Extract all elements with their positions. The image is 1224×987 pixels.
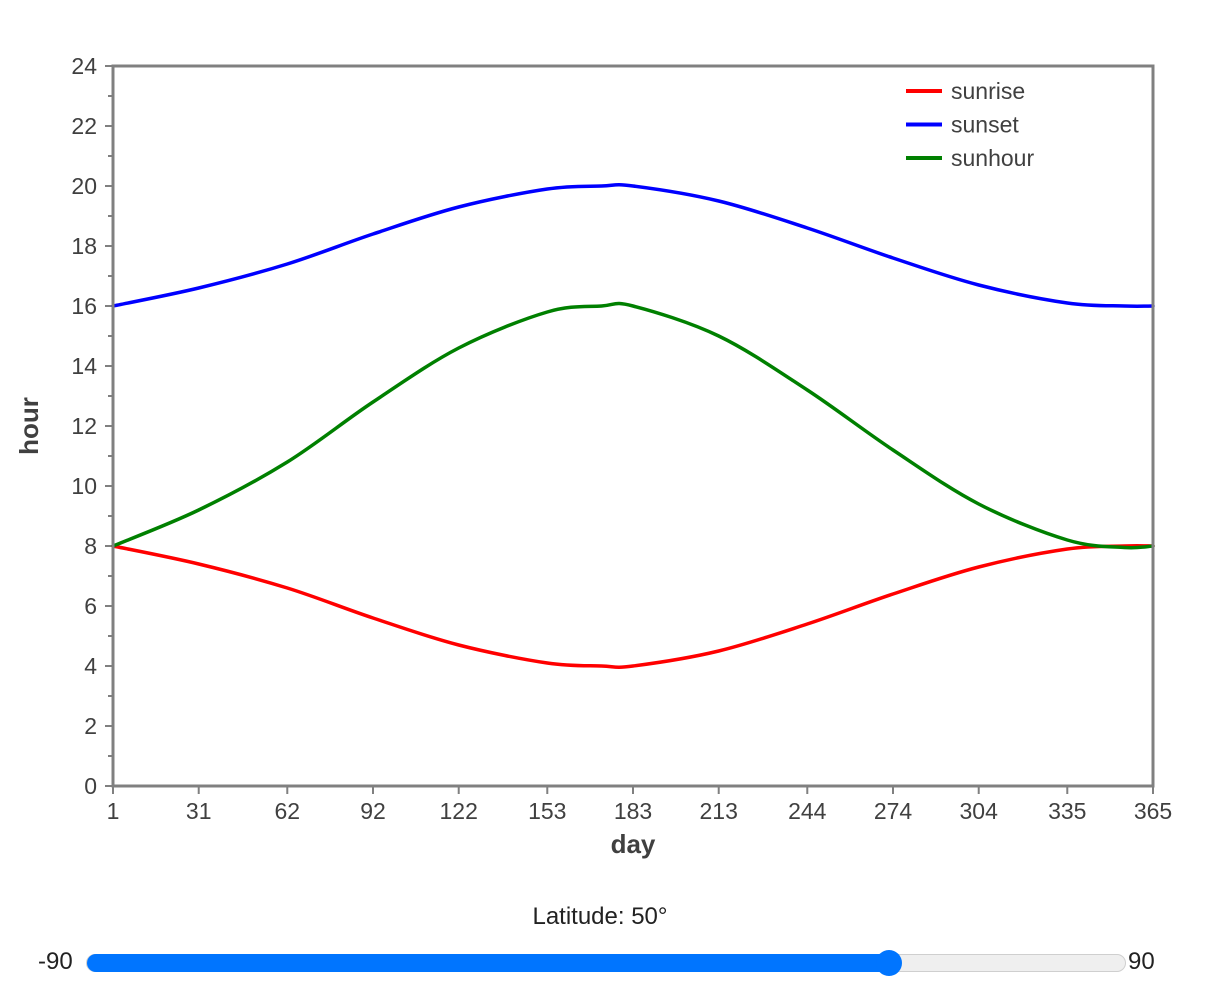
x-tick-label: 183 (614, 798, 652, 824)
latitude-label: Latitude: 50° (532, 903, 668, 930)
y-tick-label: 22 (71, 113, 97, 139)
y-tick-label: 14 (71, 353, 97, 379)
x-tick-label: 335 (1048, 798, 1086, 824)
x-tick-label: 92 (360, 798, 386, 824)
series-lines (111, 183, 1155, 669)
legend-label-sunhour: sunhour (951, 145, 1034, 171)
legend-label-sunrise: sunrise (951, 78, 1025, 104)
series-line-sunrise (111, 544, 1155, 669)
y-tick-label: 24 (71, 53, 97, 79)
y-tick-label: 2 (84, 713, 97, 739)
y-tick-label: 6 (84, 593, 97, 619)
y-tick-label: 8 (84, 533, 97, 559)
y-tick-label: 0 (84, 773, 97, 799)
y-tick-label: 4 (84, 653, 97, 679)
y-tick-label: 18 (71, 233, 97, 259)
slider-thumb[interactable] (875, 950, 902, 976)
sun-hours-chart: 1 31 62 92 122 153 183 213 244 274 304 335 365 02468… (14, 53, 1172, 859)
y-tick-label: 20 (71, 173, 97, 199)
x-tick-label: 244 (788, 798, 827, 824)
x-tick-label: 274 (874, 798, 913, 824)
x-tick-label: 31 (186, 798, 212, 824)
y-tick-label: 16 (71, 293, 97, 319)
y-tick-label: 12 (71, 413, 97, 439)
slider-max-label: 90 (1128, 948, 1155, 975)
series-line-sunhour (111, 301, 1155, 550)
x-axis-title: day (611, 829, 656, 859)
latitude-slider[interactable] (86, 950, 1126, 976)
x-tick-label: 153 (528, 798, 566, 824)
legend-label-sunset: sunset (951, 112, 1019, 138)
x-tick-label: 1 (107, 798, 120, 824)
y-axis-title: hour (14, 397, 44, 455)
y-tick-label: 10 (71, 473, 97, 499)
series-line-sunset (111, 183, 1155, 308)
x-tick-label: 62 (274, 798, 300, 824)
legend: sunrise sunset sunhour (906, 78, 1034, 171)
slider-min-label: -90 (38, 948, 73, 975)
x-axis: 1 31 62 92 122 153 183 213 244 274 304 335 365 (107, 786, 1172, 824)
x-tick-label: 365 (1134, 798, 1172, 824)
x-tick-label: 304 (960, 798, 999, 824)
slider-fill (87, 954, 893, 972)
x-tick-label: 213 (700, 798, 738, 824)
x-tick-label: 122 (440, 798, 478, 824)
plot-frame (111, 64, 1155, 788)
